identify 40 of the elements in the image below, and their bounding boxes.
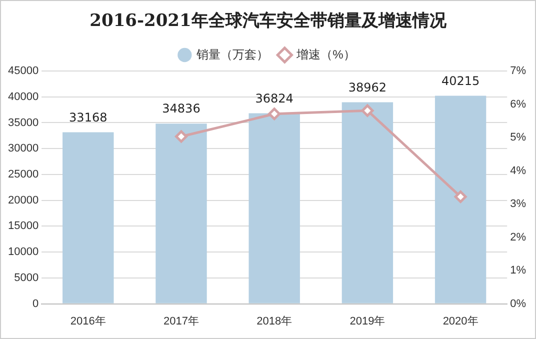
y2-tick-label: 0% xyxy=(510,298,526,310)
y2-tick-label: 2% xyxy=(510,231,526,244)
y-tick-label: 30000 xyxy=(8,142,39,155)
chart-title: 2016-2021年全球汽车安全带销量及增速情况 xyxy=(88,10,448,33)
y-tick-label: 5000 xyxy=(14,272,39,284)
y-tick-label: 10000 xyxy=(8,246,39,258)
point xyxy=(268,108,281,120)
point xyxy=(174,130,188,143)
y-tick-label: 35000 xyxy=(8,116,39,129)
y-tick-label: 20000 xyxy=(8,194,39,206)
data-label: 36824 xyxy=(255,91,294,106)
y2-tick-label: 5% xyxy=(510,132,526,144)
x-tick-label: 2017年 xyxy=(164,315,199,328)
bar xyxy=(434,96,486,304)
bar xyxy=(248,113,300,304)
y-tick-label: 0 xyxy=(32,298,39,310)
x-tick-label: 2018年 xyxy=(256,315,292,328)
y2-tick-label: 6% xyxy=(510,98,526,110)
data-label: 34836 xyxy=(162,102,200,116)
legend-label: 增速（%） xyxy=(296,47,356,62)
point xyxy=(361,104,374,117)
y-tick-label: 40000 xyxy=(8,90,39,103)
x-tick-label: 2016年 xyxy=(70,315,106,328)
data-label: 33168 xyxy=(69,110,108,124)
y-tick-label: 25000 xyxy=(8,168,39,180)
point xyxy=(454,190,467,203)
y2-tick-label: 1% xyxy=(510,264,526,277)
data-label: 38962 xyxy=(348,80,387,94)
bar xyxy=(156,124,207,304)
x-tick-label: 2019年 xyxy=(350,315,386,328)
y2-tick-label: 3% xyxy=(510,198,526,210)
y-tick-label: 15000 xyxy=(8,220,39,232)
data-label: 40215 xyxy=(441,74,480,88)
x-tick-label: 2020年 xyxy=(442,315,478,328)
bar xyxy=(62,132,114,304)
legend-label: 销量（万套） xyxy=(196,47,269,62)
y-tick-label: 45000 xyxy=(8,65,39,78)
bar xyxy=(342,102,394,304)
y2-tick-label: 7% xyxy=(510,65,526,78)
y2-tick-label: 4% xyxy=(510,164,526,177)
